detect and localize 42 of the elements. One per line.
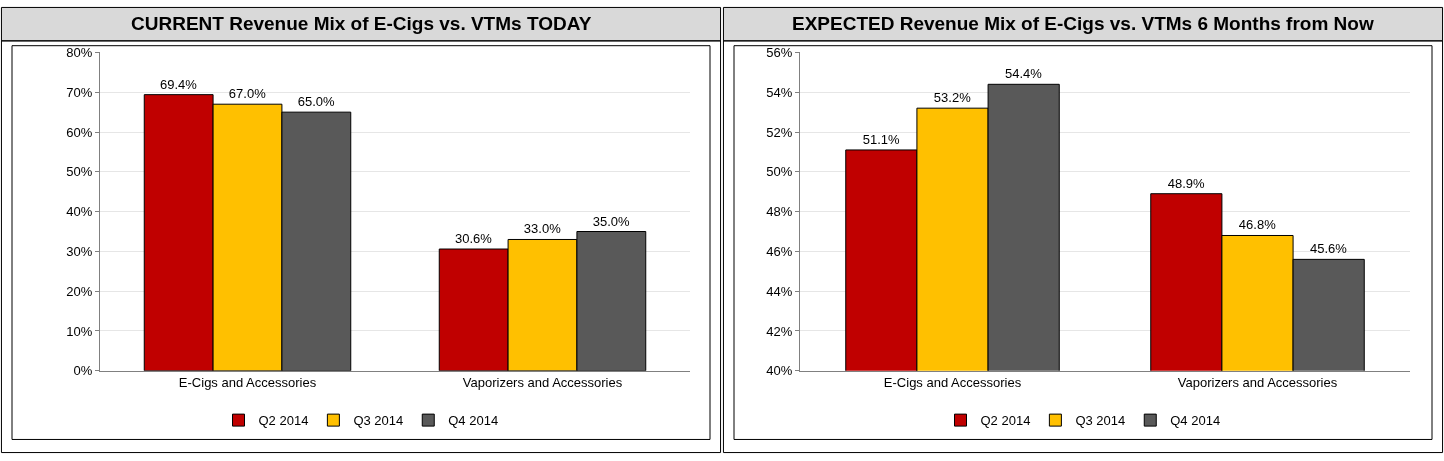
legend-label: Q4 2014 (1170, 413, 1221, 429)
y-tick-label: 48% (766, 204, 793, 220)
legend-label: Q3 2014 (353, 413, 404, 429)
data-label: 65.0% (297, 94, 335, 110)
x-tick-label: E-Cigs and Accessories (178, 375, 317, 391)
y-tick-label: 56% (766, 45, 793, 61)
legend-label: Q4 2014 (448, 413, 499, 429)
y-tick-label: 60% (66, 124, 93, 140)
data-label: 46.8% (1238, 217, 1277, 233)
data-label: 54.4% (1005, 66, 1043, 82)
y-tick-label: 40% (766, 363, 793, 379)
x-tick-label: Vaporizers and Accessories (462, 375, 623, 391)
y-tick-label: 52% (766, 124, 793, 140)
y-tick-label: 46% (766, 243, 793, 259)
data-label: 30.6% (455, 231, 493, 247)
legend-label: Q3 2014 (1075, 413, 1126, 429)
y-tick-label: 54% (766, 84, 793, 100)
data-label: 48.9% (1167, 175, 1205, 191)
y-tick-label: 50% (66, 164, 93, 180)
data-label: 51.1% (862, 131, 900, 147)
chart-title: EXPECTED Revenue Mix of E-Cigs vs. VTMs 6 Months from Now (792, 13, 1374, 34)
data-label: 69.4% (160, 76, 198, 92)
y-tick-label: 0% (73, 363, 93, 379)
legend-label: Q2 2014 (258, 413, 309, 429)
chart-title: CURRENT Revenue Mix of E-Cigs vs. VTMs TODAY (131, 13, 592, 34)
data-label: 35.0% (592, 213, 630, 229)
data-label: 33.0% (523, 221, 562, 237)
y-tick-label: 30% (66, 243, 93, 259)
y-tick-label: 40% (66, 204, 93, 220)
y-tick-label: 42% (766, 323, 793, 339)
y-tick-label: 80% (66, 45, 93, 61)
data-label: 53.2% (933, 90, 972, 106)
y-tick-label: 10% (66, 323, 93, 339)
x-tick-label: Vaporizers and Accessories (1177, 375, 1338, 391)
x-tick-label: E-Cigs and Accessories (883, 375, 1022, 391)
y-tick-label: 70% (66, 84, 93, 100)
y-tick-label: 50% (766, 164, 793, 180)
y-tick-label: 44% (766, 283, 793, 299)
y-tick-label: 20% (66, 283, 93, 299)
legend-label: Q2 2014 (980, 413, 1031, 429)
data-label: 45.6% (1310, 241, 1348, 257)
data-label: 67.0% (228, 86, 267, 102)
